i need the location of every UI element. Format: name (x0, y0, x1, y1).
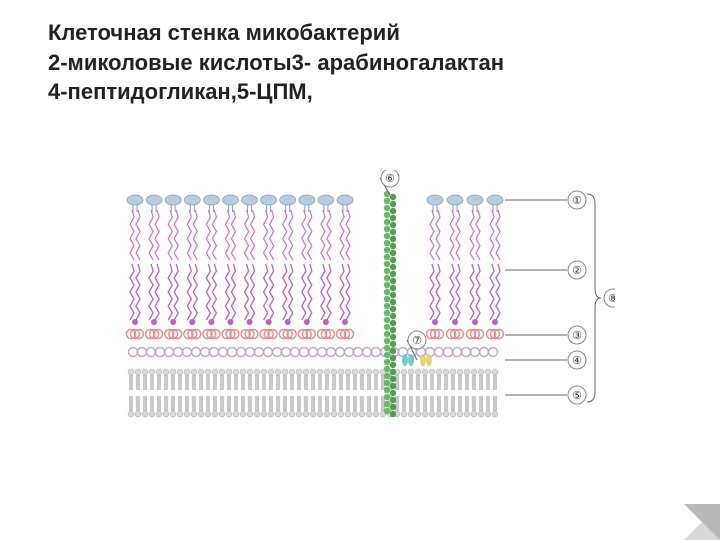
title-line2: 2-миколовые кислоты3- арабиногалактан (48, 48, 504, 78)
title-line1: Клеточная стенка микобактерий (48, 18, 504, 48)
svg-text:⑥: ⑥ (385, 173, 395, 185)
cell-wall-diagram: ① ② ③ ④ ⑤ ⑥ ⑦ ⑧ (115, 170, 615, 450)
svg-text:⑦: ⑦ (412, 335, 422, 347)
svg-text:⑧: ⑧ (608, 293, 615, 305)
diagram-svg: ① ② ③ ④ ⑤ ⑥ ⑦ ⑧ (115, 170, 615, 450)
title-block: Клеточная стенка микобактерий 2-миколовы… (48, 18, 504, 107)
svg-text:①: ① (572, 195, 582, 207)
svg-text:③: ③ (572, 330, 582, 342)
title-line3: 4-пептидогликан,5-ЦПМ, (48, 77, 504, 107)
svg-text:④: ④ (572, 355, 582, 367)
page-corner-fold (684, 504, 720, 540)
svg-text:②: ② (572, 265, 582, 277)
svg-text:⑤: ⑤ (572, 390, 582, 402)
